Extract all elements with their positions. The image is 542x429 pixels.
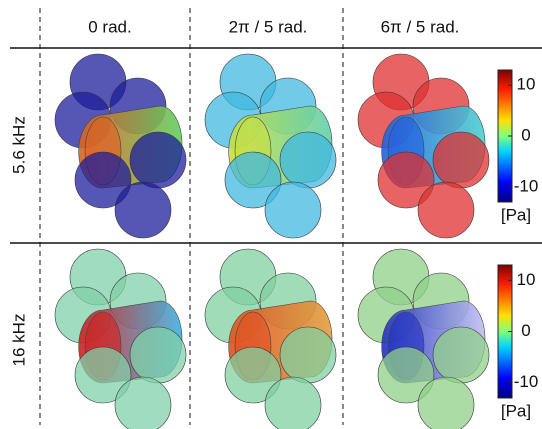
sphere [265,182,321,238]
column-header: 6π / 5 rad. [381,17,460,36]
render [55,54,186,238]
colorbar-unit: [Pa] [501,205,531,224]
sphere [280,132,336,188]
render [358,249,489,429]
sphere [418,182,474,238]
row-label: 16 kHz [9,314,28,367]
render [55,249,186,429]
tick-label: 10 [517,75,536,94]
sphere [433,132,489,188]
tick-label: 10 [517,270,536,289]
colorbar-unit: [Pa] [501,401,531,420]
row-label: 5.6 kHz [9,116,28,174]
figure: 0 rad. 2π / 5 rad. 6π / 5 rad. 5.6 kHz 16 kH… [0,0,542,429]
render [205,249,336,429]
tick-label: 0 [521,321,530,340]
render [358,54,489,238]
sphere [115,377,171,429]
tick-label: -10 [514,372,539,391]
render [205,54,336,238]
column-header: 0 rad. [88,17,131,36]
renders [55,54,489,429]
sphere [265,377,321,429]
column-header: 2π / 5 rad. [229,17,308,36]
tick-label: 0 [521,125,530,144]
sphere [433,327,489,383]
sphere [418,377,474,429]
tick-label: -10 [514,176,539,195]
sphere [130,327,186,383]
sphere [280,327,336,383]
sphere [115,182,171,238]
sphere [130,132,186,188]
